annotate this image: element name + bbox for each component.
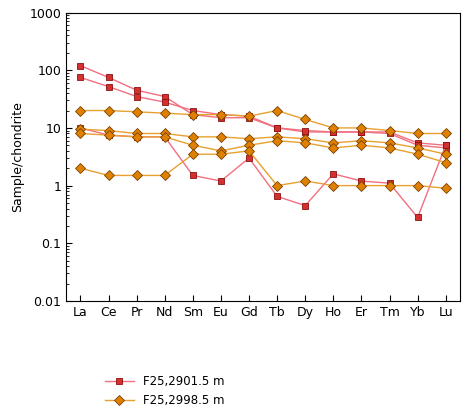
F25,2901.5 m [190, 112, 196, 117]
F25,2998.5 m [415, 131, 420, 136]
F25,2998.5 m [134, 110, 139, 115]
F25,2901.5 m [134, 88, 139, 93]
F25,2998.5 m [78, 108, 83, 113]
F25,2901.5 m [387, 130, 392, 135]
F25,2998.5 m [218, 112, 224, 117]
F25,2901.5 m [358, 130, 364, 135]
F25,2998.5 m [330, 125, 336, 130]
Legend: F25,2901.5 m, F25,2998.5 m: F25,2901.5 m, F25,2998.5 m [100, 370, 230, 412]
F25,2998.5 m [358, 125, 364, 130]
F25,2998.5 m [274, 108, 280, 113]
F25,2901.5 m [302, 130, 308, 135]
F25,2998.5 m [190, 112, 196, 117]
Line: F25,2901.5 m: F25,2901.5 m [77, 62, 449, 149]
F25,2901.5 m [106, 75, 111, 80]
F25,2998.5 m [302, 117, 308, 122]
F25,2901.5 m [274, 125, 280, 130]
F25,2901.5 m [246, 115, 252, 120]
F25,2901.5 m [218, 115, 224, 120]
F25,2998.5 m [106, 108, 111, 113]
F25,2901.5 m [415, 140, 420, 145]
Line: F25,2998.5 m: F25,2998.5 m [77, 107, 449, 137]
F25,2901.5 m [162, 94, 167, 99]
F25,2998.5 m [387, 128, 392, 133]
F25,2901.5 m [443, 143, 448, 148]
F25,2998.5 m [162, 111, 167, 116]
F25,2998.5 m [443, 131, 448, 136]
F25,2901.5 m [330, 130, 336, 135]
F25,2901.5 m [78, 63, 83, 68]
Y-axis label: Sample/chondrite: Sample/chondrite [11, 101, 24, 212]
F25,2998.5 m [246, 114, 252, 119]
